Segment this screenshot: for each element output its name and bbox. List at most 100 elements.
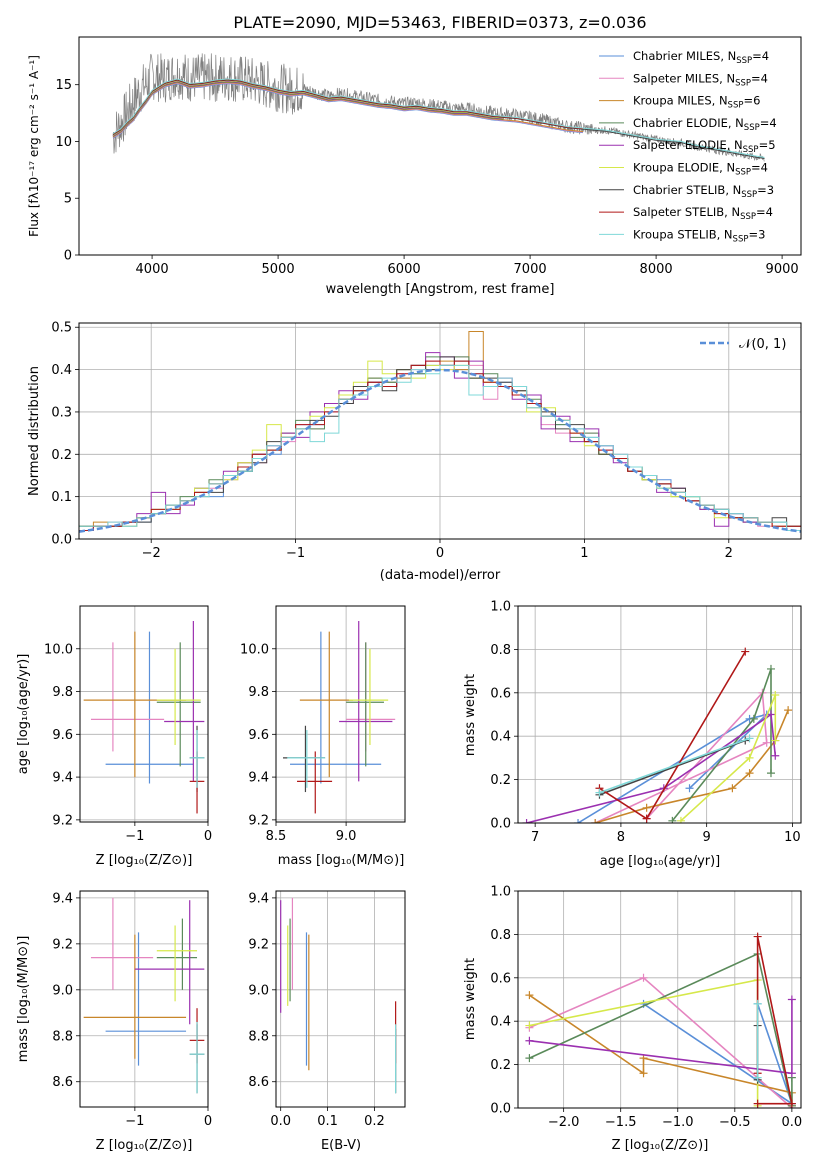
y-tick-label: 9.6 [248,728,269,743]
legend-label: Kroupa ELODIE, NSSP=4 [633,161,768,178]
y-tick-label: 0.4 [490,730,511,745]
y-tick-label: 10.0 [44,642,73,657]
legend-label-tail: =3 [757,183,774,197]
x-tick-label: −2 [142,546,161,561]
legend-label-main: Kroupa MILES, N [633,94,728,108]
x-tick-label: 0.1 [317,1114,338,1129]
legend-label-main: Kroupa ELODIE, N [633,161,735,175]
normal-legend-label: 𝒩(0, 1) [739,337,786,352]
y-tick-label: 0.4 [51,363,72,378]
legend-label-sub: SSP [744,123,760,133]
legend-label: Kroupa MILES, NSSP=6 [633,94,760,111]
age-vs-z-frame [79,605,209,823]
mass-vs-z-plot-area [80,891,208,1107]
x-tick-label: 0 [204,1114,212,1129]
weight-vs-z-plot-area [518,891,801,1108]
plot-body [112,53,765,162]
weight-marker [574,819,583,823]
legend-label-tail: =3 [748,227,765,241]
x-tick-label: 0 [436,546,444,561]
mass-vs-z-panel: −1 0 8.6 8.8 9.0 9.2 9.4 Z [log₁₀(Z/Z⊙)] mass … [16,890,212,1153]
y-tick-label: 8.8 [52,1029,73,1044]
x-tick-label: 10 [784,830,801,845]
legend-label-tail: =4 [751,161,768,175]
plot-body [276,891,405,1107]
y-tick-label: 9.8 [248,685,269,700]
y-tick-label: 9.4 [248,771,269,786]
weight-marker [753,999,762,1008]
y-tick-label: 0.2 [490,1058,511,1073]
residuals-ticks: −2 −1 0 1 2 0.0 0.1 0.2 0.3 0.4 0.5 [51,321,733,561]
weight-vs-z-frame [517,890,802,1109]
y-tick-label: 0.5 [51,321,72,336]
x-tick-label: 0.2 [364,1114,385,1129]
weight-marker [787,1099,796,1108]
legend-label: Chabrier ELODIE, NSSP=4 [633,116,777,133]
mass-vs-ebv-xlabel: E(B-V) [321,1138,361,1153]
mass-vs-ebv-ticks: 0.0 0.1 0.2 8.6 8.8 9.0 9.2 9.4 [248,891,385,1129]
x-tick-label: 8000 [640,262,673,277]
legend-label: Chabrier MILES, NSSP=4 [633,49,769,66]
mass-vs-z-ticks: −1 0 8.6 8.8 9.0 9.2 9.4 [52,891,212,1129]
y-tick-label: 9.2 [248,937,269,952]
legend-label-sub: SSP [743,145,759,155]
weight-marker [771,736,780,745]
y-tick-label: 0.2 [51,448,72,463]
weight-marker [766,710,775,719]
legend-label-tail: =4 [751,71,768,85]
weight-marker [642,814,651,823]
weight-line [594,709,789,823]
weight-marker [595,788,604,797]
legend-label-tail: =4 [752,49,769,63]
residuals-plot-area [79,323,801,539]
x-tick-label: 5000 [262,262,295,277]
weight-marker [753,932,762,941]
plot-body [518,606,801,823]
weight-vs-age-panel: 7 8 9 10 0.0 0.2 0.4 0.6 0.8 1.0 age [log₁₀(age/y… [463,600,802,869]
weight-marker [685,784,694,793]
legend-label: Salpeter MILES, NSSP=4 [633,71,768,88]
age-vs-mass-frame [275,605,406,823]
residuals-xlabel: (data-model)/error [380,568,501,583]
weight-vs-age-ticks: 7 8 9 10 0.0 0.2 0.4 0.6 0.8 1.0 [490,600,800,846]
x-tick-label: 2 [725,546,733,561]
legend-label-main: Chabrier STELIB, N [633,183,741,197]
y-tick-label: 1.0 [490,885,511,900]
mass-vs-z-ylabel: mass [log₁₀(M/M⊙)] [16,936,31,1063]
weight-line [680,694,777,822]
weight-vs-z-ylabel: mass weight [463,958,478,1040]
mass-vs-ebv-frame [275,890,406,1108]
y-tick-label: 0.3 [51,405,72,420]
spectrum-panel: 4000 5000 6000 7000 8000 9000 0 5 10 15 wavelengt… [27,36,802,297]
residuals-legend: 𝒩(0, 1) [700,337,786,352]
weight-marker [639,973,648,982]
normal-curve [79,368,801,533]
legend-label: Chabrier STELIB, NSSP=3 [633,183,774,200]
y-tick-label: 0.0 [490,817,511,832]
x-tick-label: 0 [204,829,212,844]
weight-marker [745,734,754,743]
weight-marker [639,1069,648,1078]
y-tick-label: 0.0 [51,533,72,548]
mass-vs-ebv-panel: 0.0 0.1 0.2 8.6 8.8 9.0 9.2 9.4 E(B-V) [248,890,406,1153]
legend-label-sub: SSP [740,212,756,222]
weight-marker [787,1069,796,1078]
weight-line [599,739,746,796]
x-tick-label: 9000 [766,262,799,277]
legend-label-tail: =6 [743,94,760,108]
spectrum-frame [78,36,802,256]
legend-label-sub: SSP [728,101,744,111]
weight-marker [745,753,754,762]
weight-marker [676,816,685,823]
x-tick-label: 7 [531,830,539,845]
x-tick-label: 9 [703,830,711,845]
legend-label-main: Salpeter MILES, N [633,71,735,85]
weight-vs-age-frame [517,605,802,824]
legend-label-main: Salpeter ELODIE, N [633,138,743,152]
weight-marker [762,738,771,747]
histogram-series [79,364,801,539]
legend-label-tail: =4 [760,116,777,130]
y-tick-label: 8.8 [248,1029,269,1044]
x-tick-label: 9.0 [336,829,357,844]
